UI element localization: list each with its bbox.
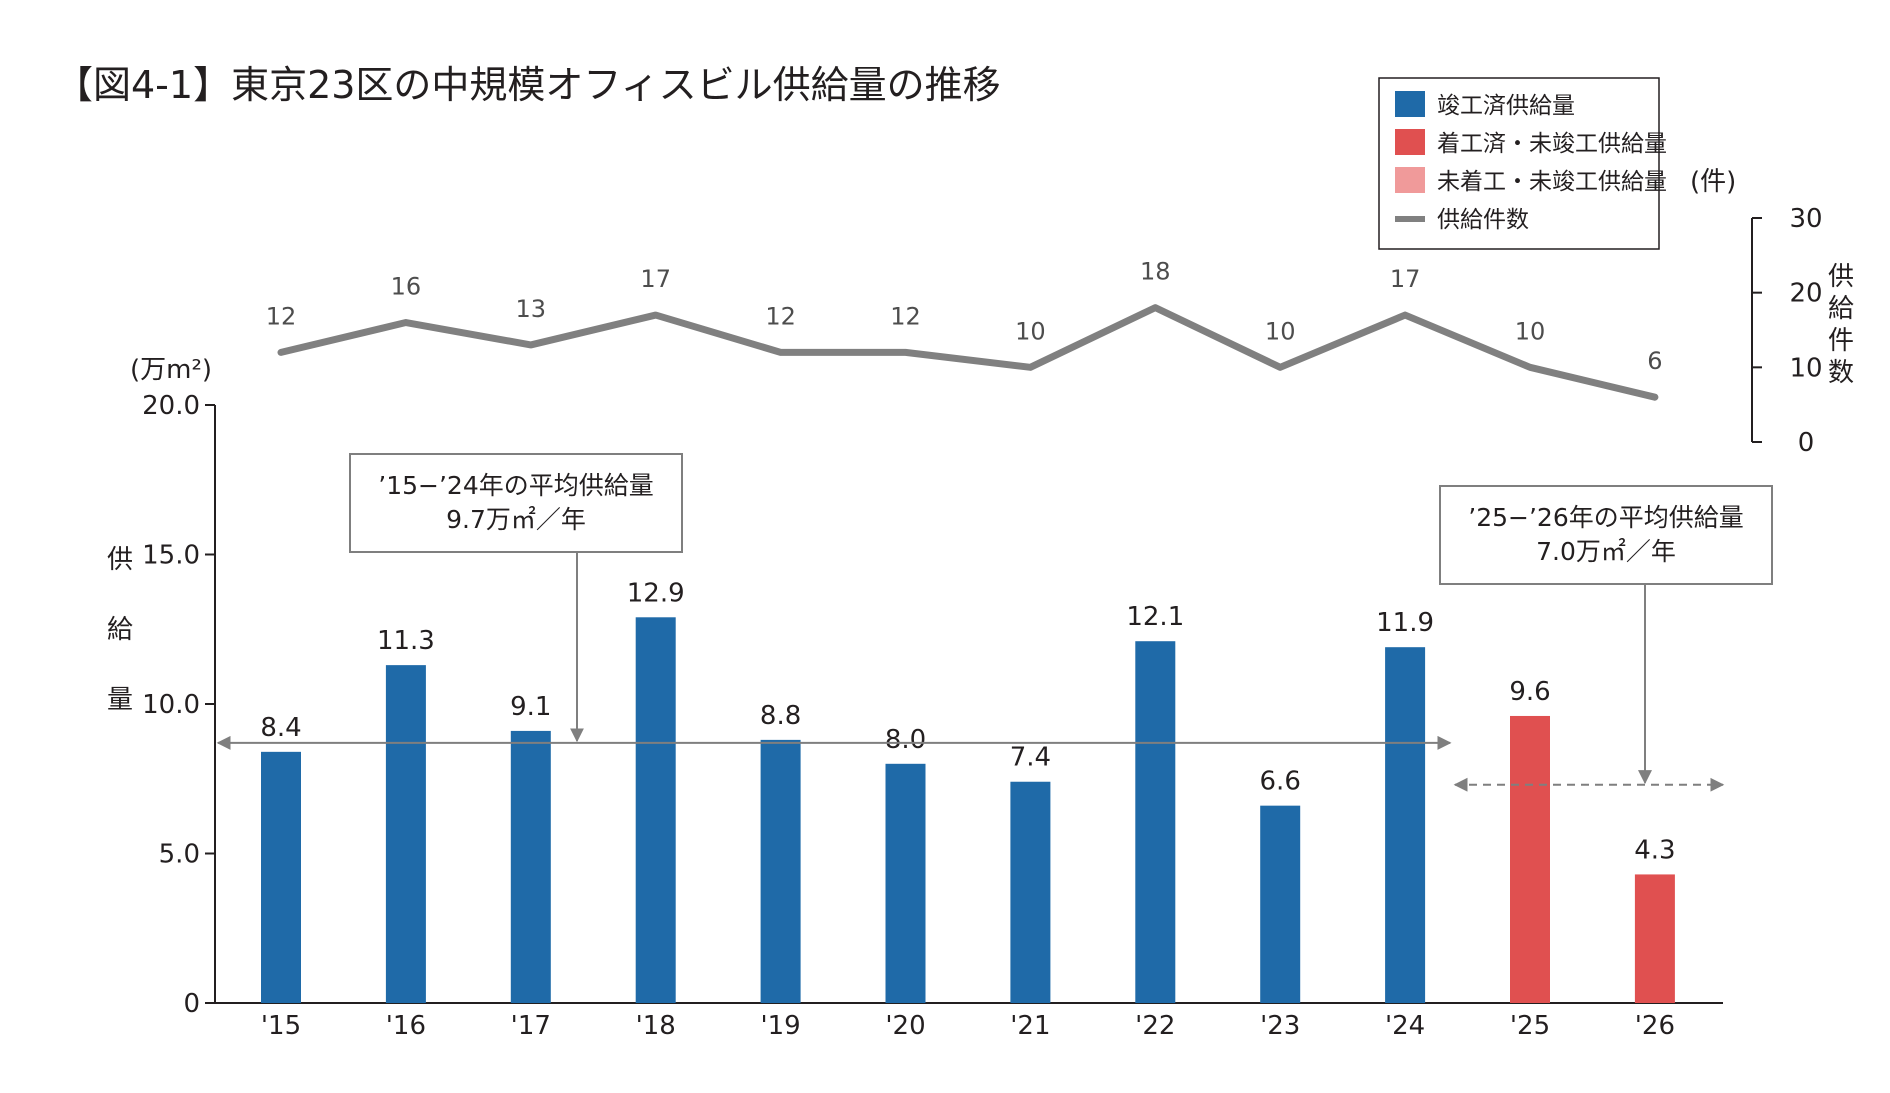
bar — [1510, 715, 1550, 1003]
bar-value-label: 11.3 — [377, 626, 435, 656]
count-label: 12 — [765, 302, 796, 330]
x-tick-label: '25 — [1510, 1011, 1550, 1041]
y2-tick-label: 30 — [1789, 204, 1822, 234]
bar — [1135, 641, 1176, 1003]
legend-label: 未着工・未竣工供給量 — [1437, 169, 1667, 195]
count-label: 17 — [1390, 265, 1421, 293]
count-label: 6 — [1647, 347, 1662, 375]
count-label: 12 — [890, 302, 921, 330]
average-box — [349, 453, 683, 553]
x-tick-label: '22 — [1135, 1011, 1175, 1041]
bar-value-label: 7.4 — [1010, 743, 1051, 773]
bar-value-label: 8.8 — [760, 701, 801, 731]
count-label: 13 — [516, 295, 547, 323]
bar — [1010, 781, 1051, 1003]
bar — [510, 730, 551, 1003]
average-annotations: ’15−’24年の平均供給量 9.7万㎡／年 ’25−’26年の平均供給量 7.0万㎡… — [216, 453, 1773, 792]
x-tick-label: '24 — [1385, 1011, 1425, 1041]
count-label: 17 — [640, 265, 671, 293]
y2-axis-label-char: 件 — [1828, 326, 1854, 356]
y2-axis: (件) 0 10 20 30 供給件数 — [1690, 167, 1854, 458]
x-tick-label: '15 — [261, 1011, 301, 1041]
x-axis: '15 '16 '17 '18 '19 '20 '21 '22 '23 '24 '25 '26 — [215, 1002, 1723, 1041]
average-label: ’25−’26年の平均供給量 — [1468, 503, 1743, 532]
bar — [385, 665, 426, 1003]
legend-label: 着工済・未竣工供給量 — [1437, 131, 1667, 157]
y-tick-label: 5.0 — [159, 840, 200, 870]
y-axis-label: 供給量 — [107, 545, 133, 715]
y2-axis-unit: (件) — [1690, 167, 1736, 197]
bar-value-label: 9.6 — [1509, 677, 1550, 707]
x-tick-label: '19 — [760, 1011, 800, 1041]
legend-box — [1378, 77, 1660, 250]
bar — [1385, 647, 1426, 1003]
y2-axis-label-char: 給 — [1828, 294, 1854, 324]
y2-axis-label-char: 供 — [1828, 262, 1854, 292]
y-axis-label-char: 給 — [107, 615, 133, 645]
bar — [261, 751, 301, 1003]
bar-labels: 8.4 11.3 9.1 12.9 8.8 8.0 7.4 12.1 6.6 11.9 9.6 4.3 — [260, 578, 1675, 865]
count-label: 10 — [1265, 317, 1296, 345]
bar — [885, 763, 926, 1003]
legend-swatch — [1395, 129, 1425, 155]
bar-value-label: 6.6 — [1260, 767, 1301, 797]
y-axis: (万m²) 0 5.0 10.0 15.0 20.0 供給量 — [107, 355, 216, 1019]
x-tick-label: '20 — [885, 1011, 925, 1041]
y2-tick-label: 10 — [1789, 353, 1822, 383]
y2-axis-label: 供給件数 — [1828, 262, 1854, 388]
x-tick-label: '26 — [1635, 1011, 1675, 1041]
count-label: 12 — [266, 302, 297, 330]
average-box — [1439, 485, 1773, 585]
count-label: 18 — [1140, 258, 1171, 286]
average-label: ’15−’24年の平均供給量 — [378, 471, 653, 500]
y2-tick-label: 20 — [1789, 279, 1822, 309]
x-tick-label: '18 — [636, 1011, 676, 1041]
x-tick-label: '23 — [1260, 1011, 1300, 1041]
y2-axis-label-char: 数 — [1828, 358, 1854, 388]
bar-value-label: 8.4 — [260, 713, 301, 743]
bar-value-label: 4.3 — [1634, 835, 1675, 865]
bar — [760, 739, 801, 1003]
bar-value-label: 12.9 — [627, 578, 685, 608]
count-label: 10 — [1515, 317, 1546, 345]
x-tick-label: '16 — [386, 1011, 426, 1041]
y-tick-label: 15.0 — [142, 541, 200, 571]
y-axis-label-char: 量 — [107, 685, 133, 715]
bar-value-label: 9.1 — [510, 692, 551, 722]
bars — [261, 617, 1675, 1003]
legend-swatch — [1395, 167, 1425, 193]
count-line: 12 16 13 17 12 12 10 18 10 17 10 6 — [266, 258, 1663, 401]
average-value: 7.0万㎡／年 — [1536, 537, 1676, 566]
count-line-path — [277, 304, 1659, 401]
chart-title: 【図4-1】東京23区の中規模オフィスビル供給量の推移 — [55, 63, 1001, 107]
legend-label: 供給件数 — [1437, 207, 1529, 233]
y-axis-unit: (万m²) — [130, 355, 212, 385]
x-tick-label: '17 — [511, 1011, 551, 1041]
x-tick-label: '21 — [1010, 1011, 1050, 1041]
bar-value-label: 12.1 — [1126, 602, 1184, 632]
count-label: 10 — [1015, 317, 1046, 345]
y-tick-label: 0 — [183, 989, 200, 1019]
y-axis-label-char: 供 — [107, 545, 133, 575]
legend-swatch — [1395, 91, 1425, 117]
legend-label: 竣工済供給量 — [1437, 93, 1575, 119]
bar — [1634, 874, 1675, 1003]
y2-tick-label: 0 — [1798, 428, 1815, 458]
average-value: 9.7万㎡／年 — [446, 505, 586, 534]
y-tick-label: 20.0 — [142, 391, 200, 421]
bar — [635, 617, 676, 1003]
bar — [1260, 805, 1301, 1003]
count-label: 16 — [391, 273, 422, 301]
y-tick-label: 10.0 — [142, 690, 200, 720]
bar-value-label: 8.0 — [885, 725, 926, 755]
bar-value-label: 11.9 — [1376, 608, 1434, 638]
